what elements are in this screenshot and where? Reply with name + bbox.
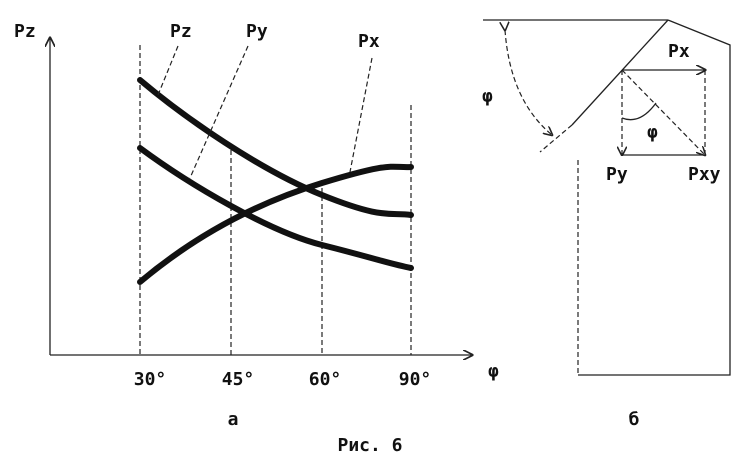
panel-a: Pz φ Pz Py Px 30° 45° 60° 90° а [14, 21, 499, 430]
figure-caption: Рис. 6 [337, 435, 402, 456]
force-arrow [621, 69, 705, 155]
caption: б [629, 409, 640, 430]
leader [349, 57, 373, 173]
angle-arc [505, 30, 552, 135]
cutting-edge [571, 19, 669, 126]
angle-label: φ [647, 122, 658, 143]
panel-b: φ Px Py Pxy φ б [482, 19, 731, 430]
curve-label: Py [246, 21, 268, 42]
x-axis-label: φ [488, 361, 499, 382]
edge [578, 19, 731, 376]
leader [157, 45, 179, 96]
force-label: Pxy [688, 164, 721, 185]
x-tick-label: 90° [399, 369, 432, 390]
force-label: Px [668, 41, 690, 62]
leader [189, 45, 249, 179]
curve-py [137, 145, 414, 271]
x-tick-label: 30° [134, 369, 167, 390]
curve-px [137, 163, 414, 285]
cutting-edge [539, 124, 573, 153]
curve-pz [137, 77, 414, 218]
force-label: Py [606, 164, 628, 185]
y-axis-label: Pz [14, 21, 36, 42]
curve-label: Px [358, 31, 380, 52]
x-tick-label: 45° [222, 369, 255, 390]
caption: а [228, 409, 239, 430]
angle-label: φ [482, 86, 493, 107]
curve-label: Pz [170, 21, 192, 42]
x-tick-label: 60° [309, 369, 342, 390]
angle-arc [621, 102, 657, 121]
